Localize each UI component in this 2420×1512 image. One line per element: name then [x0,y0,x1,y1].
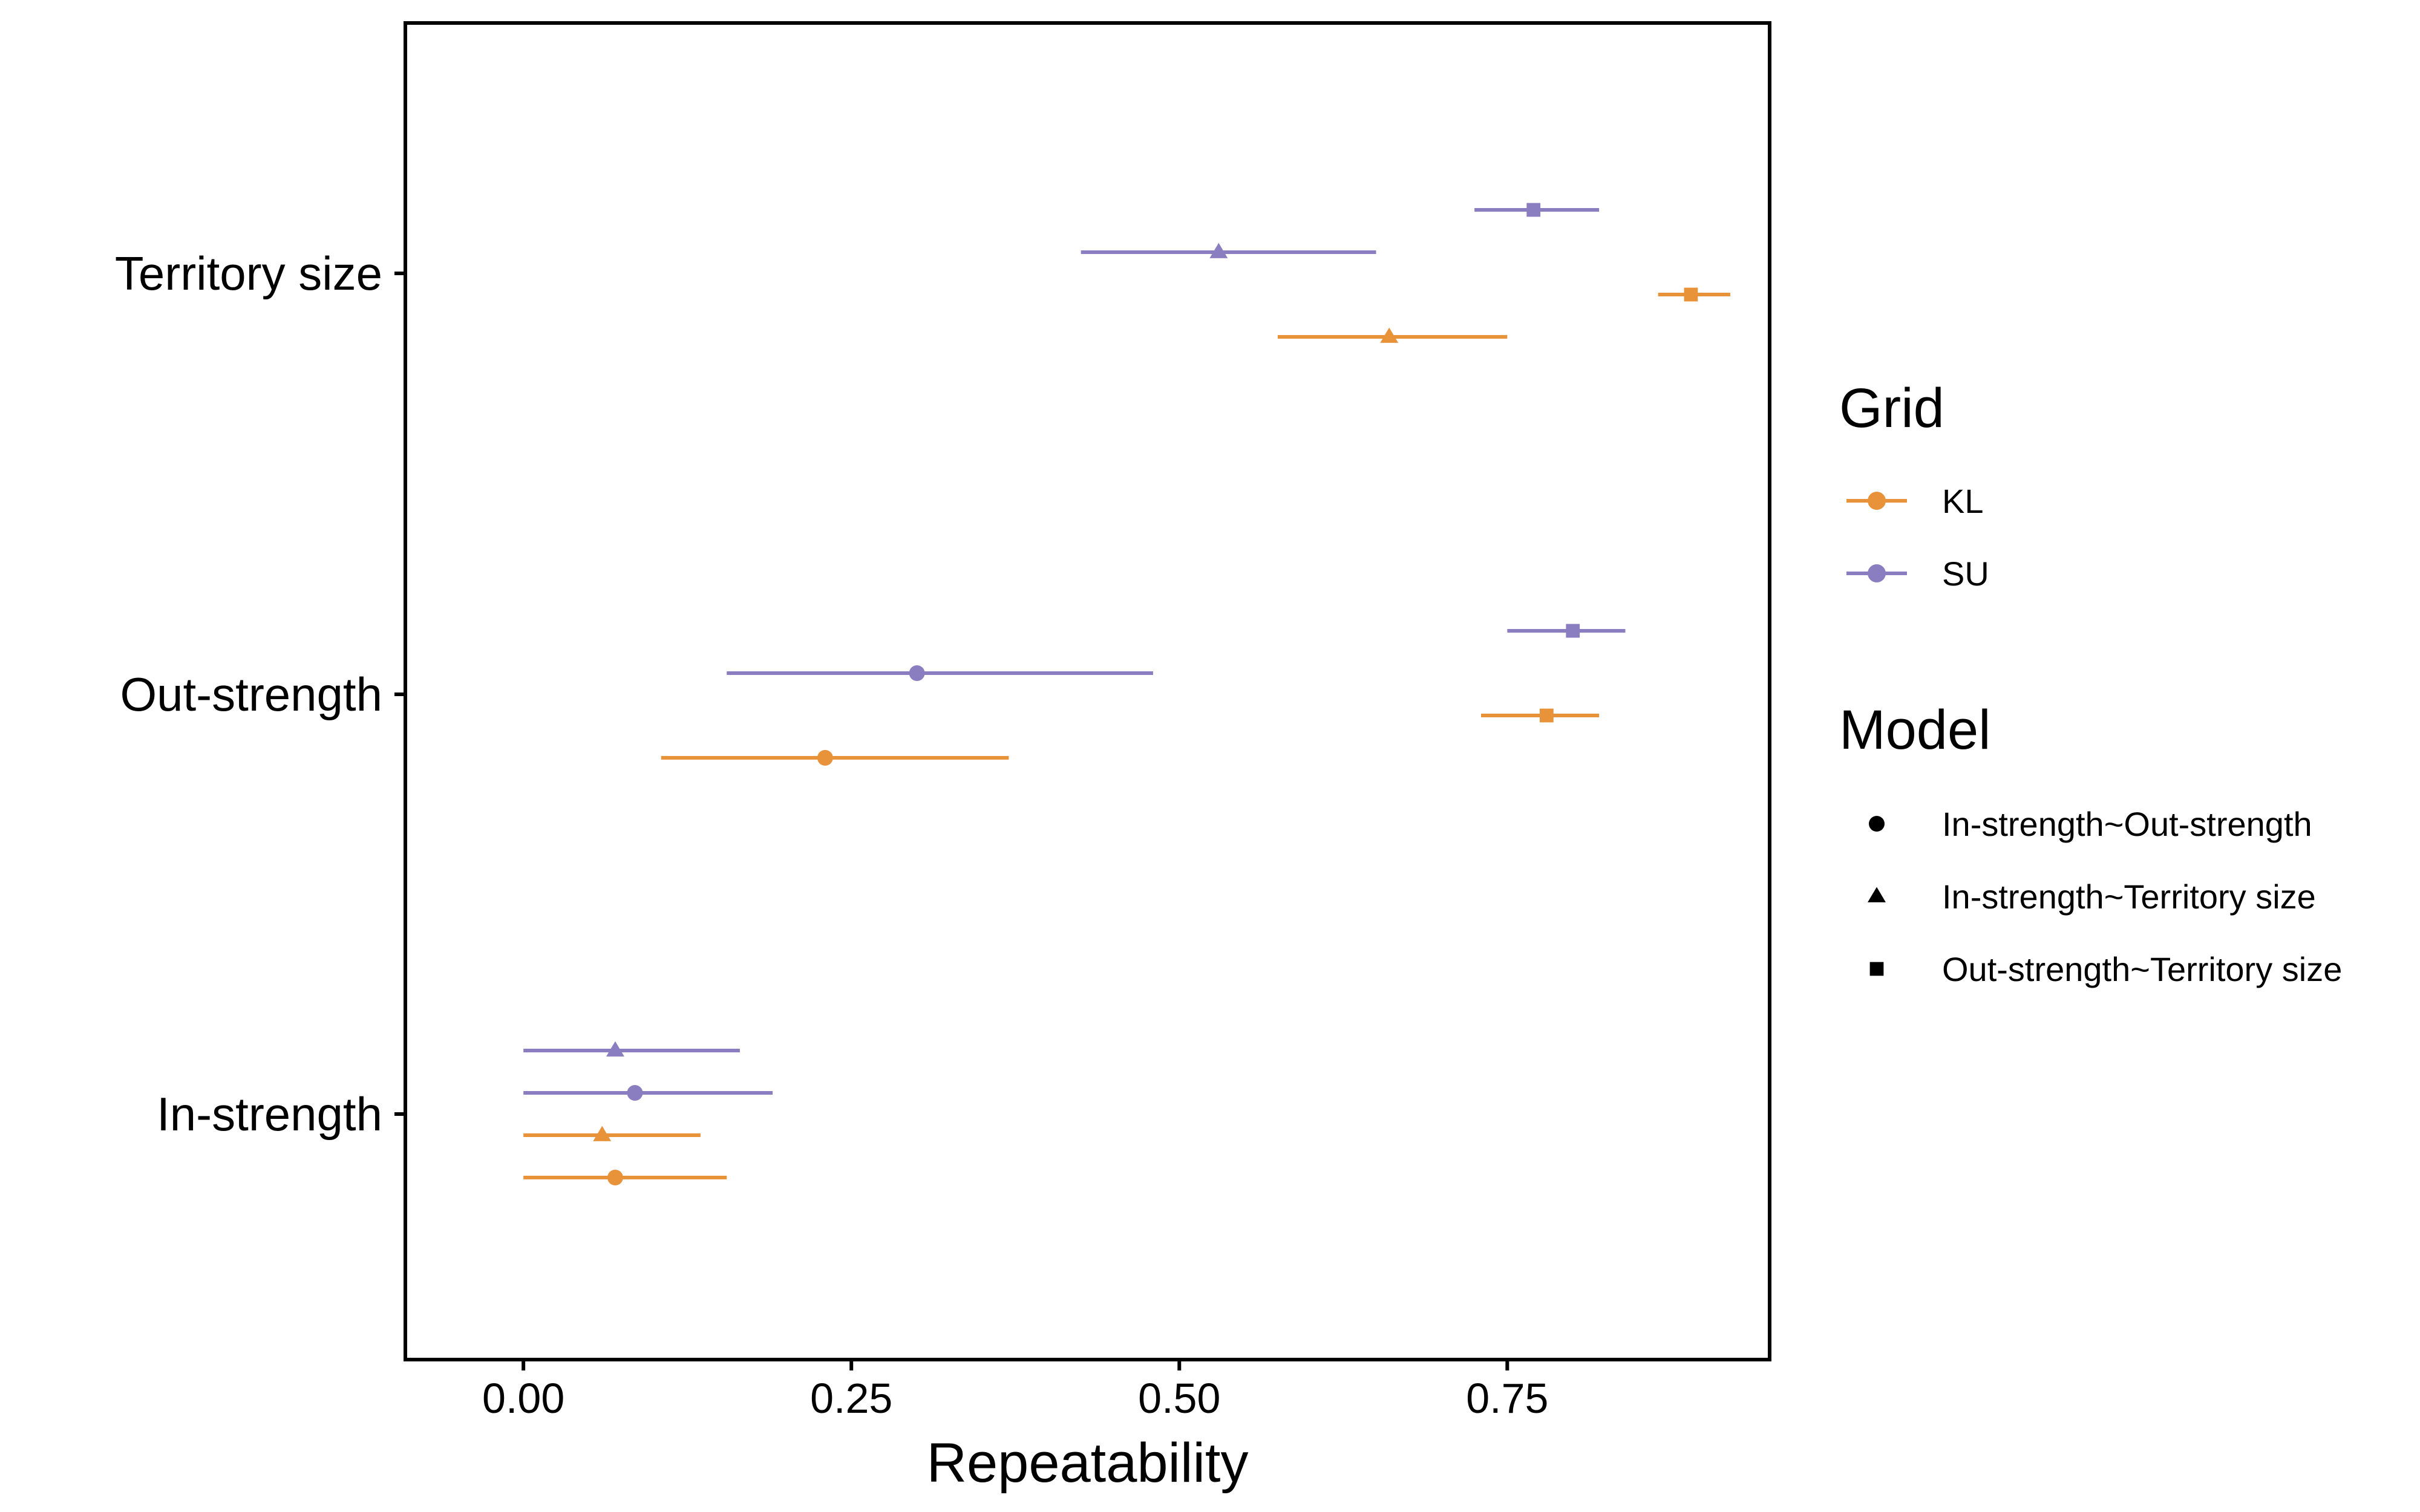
y-tick-label: Territory size [115,247,382,300]
point-range [727,665,1153,681]
point-range [1507,624,1626,638]
point-range [1081,243,1376,258]
legend-label: In-strength~Territory size [1942,878,2316,916]
point-range [661,750,1009,766]
x-axis: 0.00 0.25 0.50 0.75 [482,1360,1548,1422]
x-tick-label: 0.75 [1466,1375,1548,1422]
data-point [593,1126,612,1141]
x-tick-label: 0.50 [1138,1375,1220,1422]
data-point [1566,624,1580,638]
x-tick-label: 0.25 [810,1375,892,1422]
legend-label: Out-strength~Territory size [1942,950,2342,988]
point-range [1658,287,1730,302]
legend-title-model: Model [1839,699,1991,761]
data-point [1540,708,1554,723]
data-point [1526,203,1541,217]
legend-key-shape [1868,887,1886,902]
point-range [1480,708,1600,723]
chart-marks [523,203,1730,1185]
data-point [607,1170,623,1185]
data-point [1380,327,1399,343]
legend: Grid KL SU Model In-strength~Out-strength In-… [1839,377,2342,988]
data-point [817,750,833,766]
x-axis-title: Repeatability [927,1432,1249,1494]
data-point [1209,243,1228,258]
point-range [523,1085,773,1101]
legend-label: In-strength~Out-strength [1942,805,2312,843]
legend-label: SU [1942,555,1989,593]
legend-title-grid: Grid [1839,377,1944,439]
legend-key-point [1868,564,1886,582]
point-range [1474,203,1600,217]
plot-panel-border [404,21,1771,1361]
y-tick-label: Out-strength [120,668,382,721]
x-tick-label: 0.00 [482,1375,564,1422]
y-tick-label: In-strength [157,1087,382,1141]
point-range [523,1126,701,1141]
point-range [523,1170,727,1185]
legend-key-shape [1869,962,1884,976]
data-point [627,1085,643,1101]
legend-key-shape [1869,816,1885,832]
y-axis: Territory size Out-strength In-strength [115,247,405,1141]
data-point [1684,287,1698,302]
data-point [606,1041,624,1057]
legend-key-point [1868,492,1886,510]
point-range [1277,327,1508,343]
legend-label: KL [1942,482,1984,520]
data-point [909,665,925,681]
point-range [523,1041,740,1057]
